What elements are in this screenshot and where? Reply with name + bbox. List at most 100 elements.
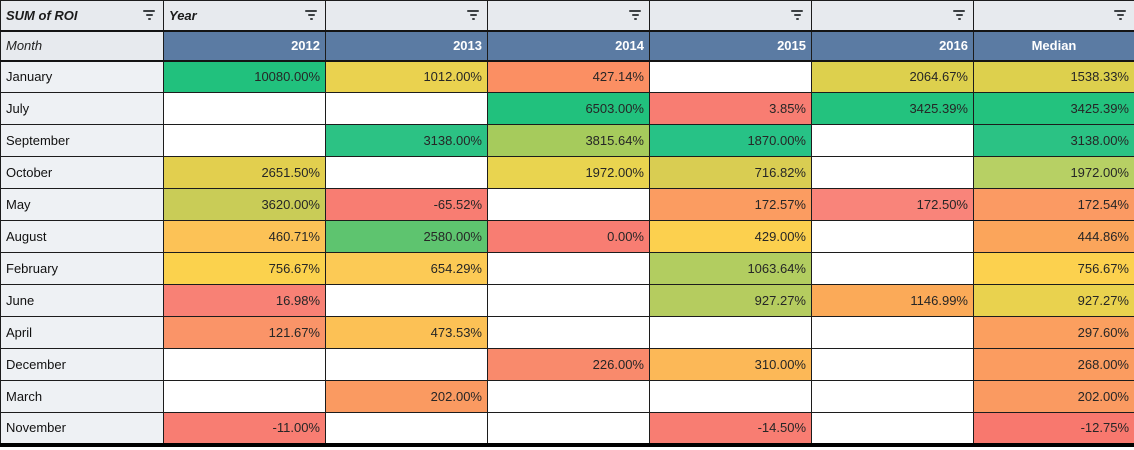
value-cell[interactable]: 3425.39%	[811, 92, 974, 125]
measure-header-cell[interactable]: SUM of ROI	[0, 0, 164, 32]
value-cell[interactable]: 3815.64%	[487, 124, 650, 157]
month-row-label[interactable]: August	[0, 220, 164, 253]
filter-icon[interactable]	[140, 8, 158, 22]
value-cell[interactable]: 1538.33%	[973, 60, 1134, 93]
filter-icon[interactable]	[788, 8, 806, 22]
month-row-label[interactable]: June	[0, 284, 164, 317]
value-cell[interactable]: 172.50%	[811, 188, 974, 221]
value-cell[interactable]: 0.00%	[487, 220, 650, 253]
month-row-label[interactable]: January	[0, 60, 164, 93]
value-cell[interactable]: 756.67%	[163, 252, 326, 285]
value-cell[interactable]: 2064.67%	[811, 60, 974, 93]
year-column-header[interactable]: 2015	[649, 30, 812, 62]
value-cell[interactable]	[811, 316, 974, 349]
value-cell[interactable]	[325, 92, 488, 125]
filter-icon[interactable]	[1111, 8, 1129, 22]
column-filter-cell[interactable]	[811, 0, 974, 32]
value-cell[interactable]: 1146.99%	[811, 284, 974, 317]
month-row-label[interactable]: December	[0, 348, 164, 381]
filter-icon[interactable]	[626, 8, 644, 22]
value-cell[interactable]	[163, 348, 326, 381]
year-column-header[interactable]: 2013	[325, 30, 488, 62]
year-dim-header-cell[interactable]: Year	[163, 0, 326, 32]
value-cell[interactable]: 16.98%	[163, 284, 326, 317]
value-cell[interactable]	[487, 252, 650, 285]
value-cell[interactable]	[811, 220, 974, 253]
month-row-label[interactable]: February	[0, 252, 164, 285]
month-row-label[interactable]: September	[0, 124, 164, 157]
value-cell[interactable]: 427.14%	[487, 60, 650, 93]
year-column-header[interactable]: 2016	[811, 30, 974, 62]
filter-icon[interactable]	[464, 8, 482, 22]
value-cell[interactable]: 2651.50%	[163, 156, 326, 189]
value-cell[interactable]	[811, 348, 974, 381]
month-row-label[interactable]: April	[0, 316, 164, 349]
value-cell[interactable]: 927.27%	[649, 284, 812, 317]
value-cell[interactable]: -11.00%	[163, 412, 326, 445]
column-filter-cell[interactable]	[487, 0, 650, 32]
value-cell[interactable]: 202.00%	[325, 380, 488, 413]
value-cell[interactable]: 3620.00%	[163, 188, 326, 221]
month-dim-header-cell[interactable]: Month	[0, 30, 164, 62]
column-filter-cell[interactable]	[973, 0, 1134, 32]
value-cell[interactable]: 268.00%	[973, 348, 1134, 381]
value-cell[interactable]	[325, 156, 488, 189]
value-cell[interactable]: 6503.00%	[487, 92, 650, 125]
column-filter-cell[interactable]	[325, 0, 488, 32]
month-row-label[interactable]: July	[0, 92, 164, 125]
value-cell[interactable]	[649, 380, 812, 413]
value-cell[interactable]: 310.00%	[649, 348, 812, 381]
value-cell[interactable]	[811, 252, 974, 285]
year-column-header[interactable]: 2014	[487, 30, 650, 62]
value-cell[interactable]	[811, 380, 974, 413]
value-cell[interactable]: 716.82%	[649, 156, 812, 189]
value-cell[interactable]: 460.71%	[163, 220, 326, 253]
value-cell[interactable]	[811, 124, 974, 157]
value-cell[interactable]: -14.50%	[649, 412, 812, 445]
value-cell[interactable]: -65.52%	[325, 188, 488, 221]
value-cell[interactable]: -12.75%	[973, 412, 1134, 445]
value-cell[interactable]	[163, 124, 326, 157]
median-column-header[interactable]: Median	[973, 30, 1134, 62]
value-cell[interactable]	[325, 412, 488, 445]
value-cell[interactable]	[811, 412, 974, 445]
month-row-label[interactable]: October	[0, 156, 164, 189]
value-cell[interactable]: 1972.00%	[973, 156, 1134, 189]
value-cell[interactable]: 473.53%	[325, 316, 488, 349]
value-cell[interactable]: 3.85%	[649, 92, 812, 125]
value-cell[interactable]	[163, 380, 326, 413]
month-row-label[interactable]: March	[0, 380, 164, 413]
value-cell[interactable]: 1012.00%	[325, 60, 488, 93]
month-row-label[interactable]: May	[0, 188, 164, 221]
column-filter-cell[interactable]	[649, 0, 812, 32]
value-cell[interactable]: 1870.00%	[649, 124, 812, 157]
value-cell[interactable]: 429.00%	[649, 220, 812, 253]
value-cell[interactable]: 297.60%	[973, 316, 1134, 349]
value-cell[interactable]	[325, 284, 488, 317]
value-cell[interactable]: 927.27%	[973, 284, 1134, 317]
value-cell[interactable]: 121.67%	[163, 316, 326, 349]
value-cell[interactable]: 202.00%	[973, 380, 1134, 413]
value-cell[interactable]	[487, 380, 650, 413]
value-cell[interactable]: 2580.00%	[325, 220, 488, 253]
value-cell[interactable]	[811, 156, 974, 189]
value-cell[interactable]: 226.00%	[487, 348, 650, 381]
year-column-header[interactable]: 2012	[163, 30, 326, 62]
value-cell[interactable]: 3138.00%	[973, 124, 1134, 157]
value-cell[interactable]	[163, 92, 326, 125]
filter-icon[interactable]	[950, 8, 968, 22]
value-cell[interactable]: 172.57%	[649, 188, 812, 221]
value-cell[interactable]: 756.67%	[973, 252, 1134, 285]
value-cell[interactable]	[649, 316, 812, 349]
value-cell[interactable]: 444.86%	[973, 220, 1134, 253]
value-cell[interactable]	[325, 348, 488, 381]
value-cell[interactable]: 3425.39%	[973, 92, 1134, 125]
value-cell[interactable]	[649, 60, 812, 93]
value-cell[interactable]	[487, 284, 650, 317]
value-cell[interactable]: 172.54%	[973, 188, 1134, 221]
filter-icon[interactable]	[302, 8, 320, 22]
value-cell[interactable]	[487, 412, 650, 445]
value-cell[interactable]	[487, 316, 650, 349]
month-row-label[interactable]: November	[0, 412, 164, 445]
value-cell[interactable]: 1972.00%	[487, 156, 650, 189]
